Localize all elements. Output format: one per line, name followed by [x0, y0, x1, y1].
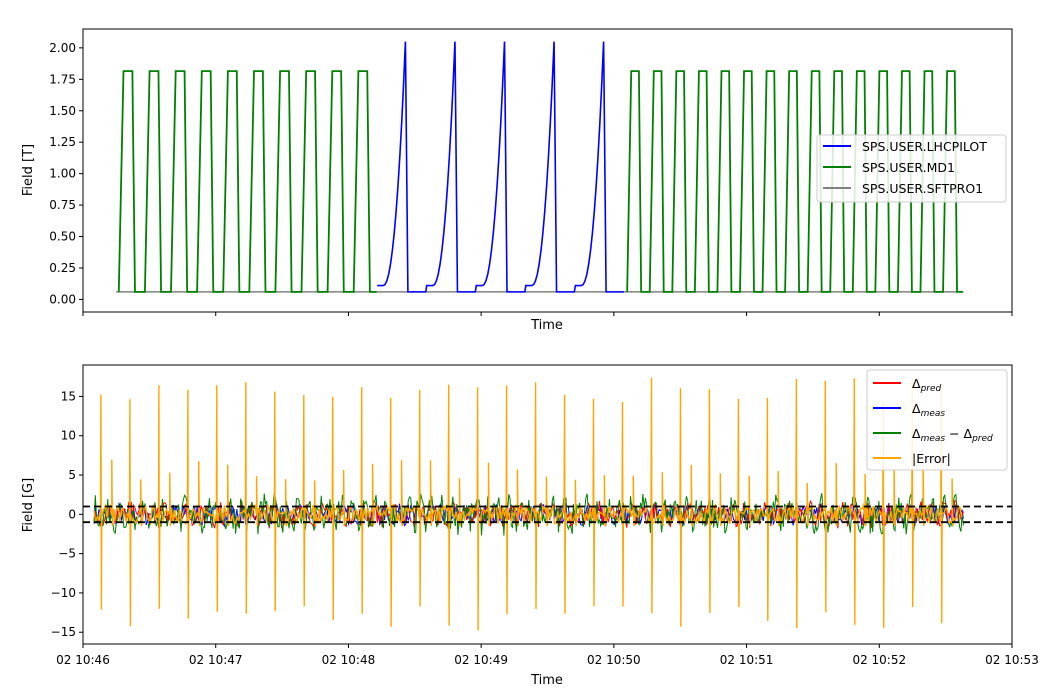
top-axes: 0.00 0.25 0.50 0.75 1.00 1.25 1.50 1.75 2.00 Tim…: [21, 28, 1013, 333]
top-plot-lines: [116, 41, 964, 293]
top-y-tick-label: 1.75: [49, 72, 76, 86]
bottom-x-tick-label: 02 10:52: [852, 653, 906, 667]
top-y-tick-label: 1.50: [49, 104, 76, 118]
top-y-axis-label: Field [T]: [21, 144, 36, 196]
legend-label-lhcpilot: SPS.USER.LHCPILOT: [862, 139, 987, 154]
top-axes-frame: [82, 28, 1013, 313]
bottom-y-tick-label: −10: [51, 586, 76, 600]
top-y-ticks: 0.00 0.25 0.50 0.75 1.00 1.25 1.50 1.75 2.00: [49, 41, 83, 306]
series-line-delta-diff: [93, 493, 964, 536]
bottom-y-ticks: −15 −10 −5 0 5 10 15: [51, 389, 83, 639]
top-y-tick-label: 0.50: [49, 230, 76, 244]
bottom-y-tick-label: −15: [51, 625, 76, 639]
bottom-y-tick-label: 10: [61, 429, 76, 443]
top-y-tick-label: 0.25: [49, 261, 76, 275]
bottom-legend-box: [866, 369, 1008, 471]
bottom-x-tick-label: 02 10:48: [322, 653, 376, 667]
top-legend: SPS.USER.LHCPILOT SPS.USER.MD1 SPS.USER.…: [816, 134, 1007, 203]
bottom-x-tick-label: 02 10:46: [56, 653, 110, 667]
top-x-axis-label: Time: [530, 318, 563, 333]
bottom-x-tick-label: 02 10:49: [454, 653, 508, 667]
bottom-y-axis-label: Field [G]: [21, 478, 36, 532]
legend-label-sftpro1: SPS.USER.SFTPRO1: [862, 181, 983, 196]
bottom-x-tick-label: 02 10:47: [189, 653, 243, 667]
top-x-ticks: [82, 312, 1013, 316]
legend-label-error: |Error|: [912, 451, 951, 466]
series-line-error: [93, 377, 963, 631]
bottom-x-ticks: 02 10:46 02 10:47 02 10:48 02 10:49 02 10:50…: [56, 644, 1039, 667]
bottom-x-axis-label: Time: [530, 673, 563, 688]
legend-label-md1: SPS.USER.MD1: [862, 160, 955, 175]
bottom-y-tick-label: −5: [58, 547, 76, 561]
bottom-x-tick-label: 02 10:53: [985, 653, 1039, 667]
top-y-tick-label: 1.00: [49, 167, 76, 181]
bottom-x-tick-label: 02 10:51: [720, 653, 774, 667]
top-y-tick-label: 1.25: [49, 135, 76, 149]
bottom-y-tick-label: 15: [61, 389, 76, 403]
bottom-x-tick-label: 02 10:50: [587, 653, 641, 667]
series-line-lhcpilot: [377, 41, 624, 293]
top-legend-box: [816, 134, 1007, 203]
threshold-lines: [83, 505, 1012, 524]
bottom-y-tick-label: 0: [68, 507, 76, 521]
bottom-legend: Δpred Δmeas Δmeas − Δpred |Error|: [866, 369, 1008, 471]
bottom-axes-frame: [82, 364, 1013, 645]
series-line-md1-part-1: [117, 70, 377, 293]
bottom-plot-lines: [93, 377, 964, 631]
top-y-tick-label: 0.75: [49, 198, 76, 212]
series-line-md1-part-2: [626, 70, 963, 293]
top-y-tick-label: 0.00: [49, 292, 76, 306]
top-y-tick-label: 2.00: [49, 41, 76, 55]
bottom-y-tick-label: 5: [68, 468, 76, 482]
